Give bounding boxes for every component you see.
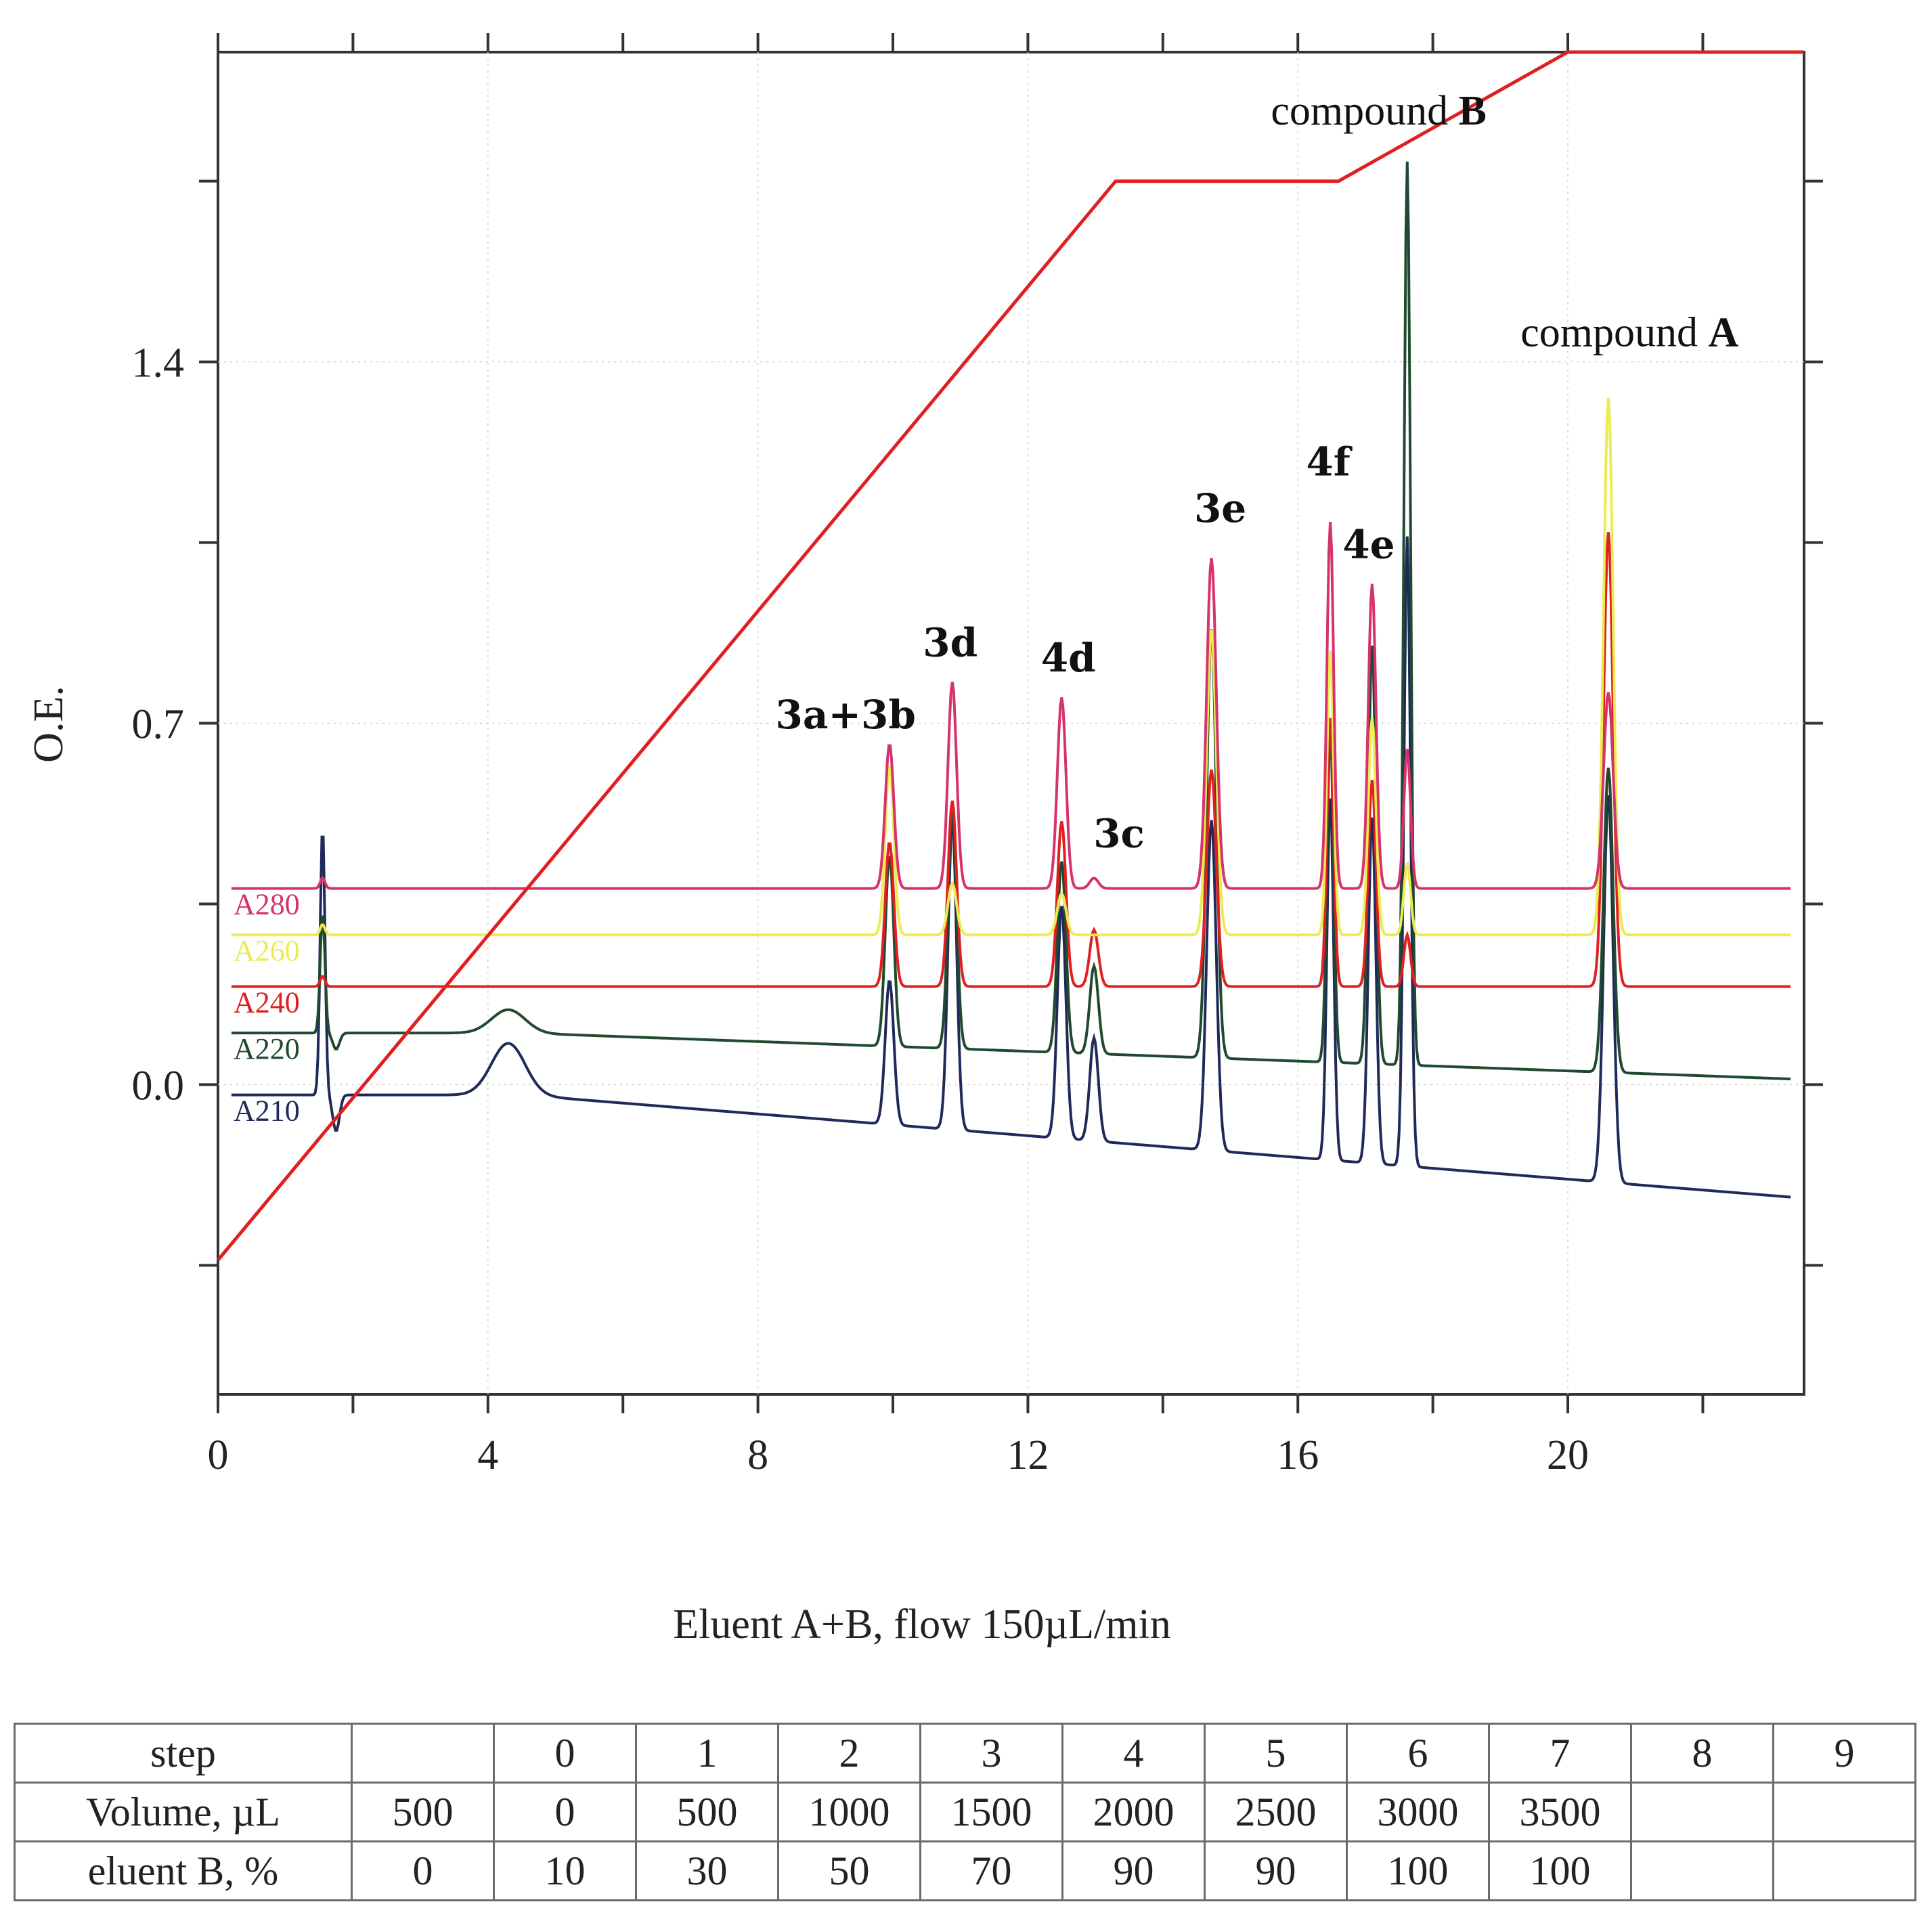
table-cell: 30 xyxy=(635,1840,779,1901)
table-row: step 0 1 2 3 4 5 6 7 8 9 xyxy=(14,1723,1916,1784)
gradient-program-table: step 0 1 2 3 4 5 6 7 8 9 Volume, µL 500 0 500 1000 1500 2… xyxy=(14,1723,1916,1901)
table-cell: 1500 xyxy=(919,1782,1063,1842)
x-tick-labels: 0 4 8 12 16 20 xyxy=(208,1432,1589,1478)
table-row-header: step xyxy=(14,1723,353,1784)
peak-label: 3c xyxy=(1093,811,1145,857)
compound-label-bold: B xyxy=(1459,88,1487,134)
table-cell: 90 xyxy=(1204,1840,1348,1901)
table-cell: 0 xyxy=(351,1840,495,1901)
table-row-header: eluent B, % xyxy=(14,1840,353,1901)
peak-label: 3a+3b xyxy=(776,692,916,738)
table-cell: 100 xyxy=(1488,1840,1632,1901)
peak-label: 4f xyxy=(1306,439,1353,485)
table-cell: 10 xyxy=(493,1840,637,1901)
table-cell: 5 xyxy=(1204,1723,1348,1784)
table-cell: 8 xyxy=(1630,1723,1774,1784)
table-cell xyxy=(1772,1840,1916,1901)
table-cell: 70 xyxy=(919,1840,1063,1901)
table-cell: 1000 xyxy=(777,1782,921,1842)
table-cell: 6 xyxy=(1346,1723,1490,1784)
peak-label: 3e xyxy=(1194,485,1246,531)
table-body: step 0 1 2 3 4 5 6 7 8 9 Volume, µL 500 0 500 1000 1500 2… xyxy=(14,1723,1916,1901)
table-cell: 500 xyxy=(351,1782,495,1842)
compound-label: compound B xyxy=(1271,88,1487,134)
table-cell: 3 xyxy=(919,1723,1063,1784)
trace-label-a280: A280 xyxy=(234,888,300,921)
table-cell xyxy=(1630,1782,1774,1842)
compound-label-bold: A xyxy=(1709,310,1739,356)
absorbance-traces xyxy=(231,161,1791,1199)
peak-label: 4d xyxy=(1041,635,1096,681)
table-cell: 2500 xyxy=(1204,1782,1348,1842)
trace-a220 xyxy=(231,161,1791,1080)
x-tick-label: 4 xyxy=(477,1432,498,1478)
x-tick-label: 20 xyxy=(1547,1432,1589,1478)
trace-a260 xyxy=(231,397,1791,937)
y-axis-title: O.E. xyxy=(26,686,72,763)
trace-a210 xyxy=(231,536,1791,1199)
table-cell: 500 xyxy=(635,1782,779,1842)
table-cell xyxy=(1630,1840,1774,1901)
x-axis-title: Eluent A+B, flow 150µL/min xyxy=(673,1601,1170,1648)
table-cell xyxy=(351,1723,495,1784)
trace-label-a210: A210 xyxy=(234,1095,300,1128)
chromatogram-chart: 0 4 8 12 16 20 0.0 0.7 1.4 A280 A260 A240 A220 A210… xyxy=(26,33,1823,1648)
table-row: Volume, µL 500 0 500 1000 1500 2000 2500 3000 350… xyxy=(14,1782,1916,1842)
peak-label: 4e xyxy=(1342,521,1395,567)
peak-label: 3d xyxy=(923,619,978,665)
trace-a240 xyxy=(231,532,1791,988)
table-cell: 50 xyxy=(777,1840,921,1901)
x-tick-label: 8 xyxy=(747,1432,768,1478)
gridlines xyxy=(218,52,1804,1394)
trace-labels: A280 A260 A240 A220 A210 xyxy=(234,888,300,1128)
y-tick-label: 1.4 xyxy=(132,340,185,386)
y-tick-labels: 0.0 0.7 1.4 xyxy=(132,340,185,1109)
table-row: eluent B, % 0 10 30 50 70 90 90 100 100 xyxy=(14,1840,1916,1901)
axis-ticks xyxy=(199,33,1823,1413)
trace-label-a220: A220 xyxy=(234,1032,300,1065)
y-tick-label: 0.0 xyxy=(132,1063,185,1109)
trace-label-a260: A260 xyxy=(234,934,300,967)
compound-label-text: compound xyxy=(1271,88,1458,134)
trace-a280 xyxy=(231,522,1791,890)
table-cell: 90 xyxy=(1061,1840,1206,1901)
x-tick-label: 12 xyxy=(1007,1432,1049,1478)
table-row-header: Volume, µL xyxy=(14,1782,353,1842)
table-cell: 1 xyxy=(635,1723,779,1784)
y-tick-label: 0.7 xyxy=(132,702,185,748)
table-cell: 2000 xyxy=(1061,1782,1206,1842)
table-cell: 2 xyxy=(777,1723,921,1784)
compound-label: compound A xyxy=(1520,310,1738,356)
gradient-line xyxy=(217,50,1804,1262)
table-cell: 0 xyxy=(493,1782,637,1842)
table-cell: 9 xyxy=(1772,1723,1916,1784)
table-cell: 3500 xyxy=(1488,1782,1632,1842)
x-tick-label: 0 xyxy=(208,1432,229,1478)
table-cell: 3000 xyxy=(1346,1782,1490,1842)
table-cell: 100 xyxy=(1346,1840,1490,1901)
trace-label-a240: A240 xyxy=(234,986,300,1019)
table-cell: 0 xyxy=(493,1723,637,1784)
x-tick-label: 16 xyxy=(1277,1432,1319,1478)
compound-label-text: compound xyxy=(1520,310,1708,356)
table-cell: 7 xyxy=(1488,1723,1632,1784)
table-cell: 4 xyxy=(1061,1723,1206,1784)
table-cell xyxy=(1772,1782,1916,1842)
